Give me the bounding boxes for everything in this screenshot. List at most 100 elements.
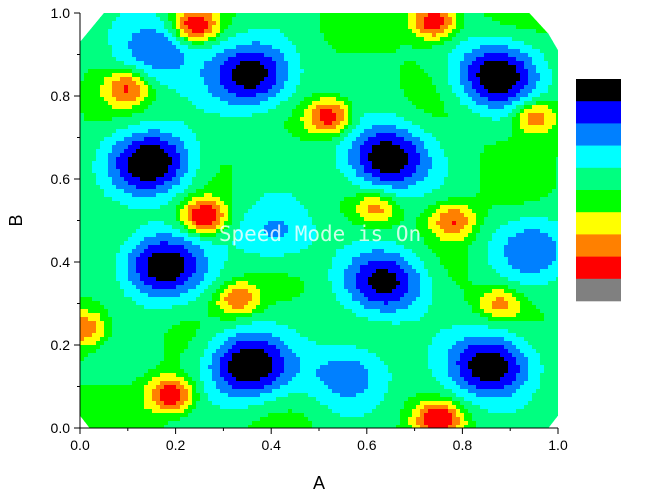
contour-cell [168, 33, 173, 38]
contour-cell [152, 17, 157, 22]
contour-cell [452, 105, 457, 110]
contour-cell [304, 65, 309, 70]
contour-cell [156, 125, 161, 130]
contour-cell [308, 29, 313, 34]
contour-cell [416, 21, 421, 26]
contour-cell [476, 157, 481, 162]
contour-cell [492, 105, 497, 110]
contour-cell [256, 25, 261, 30]
contour-cell [156, 113, 161, 118]
contour-cell [156, 13, 161, 18]
contour-cell [452, 45, 457, 50]
contour-cell [516, 25, 521, 30]
contour-cell [232, 165, 237, 170]
contour-cell [268, 17, 273, 22]
contour-cell [392, 153, 397, 158]
contour-cell [228, 153, 233, 158]
contour-cell [428, 89, 433, 94]
contour-cell [264, 25, 269, 30]
contour-cell [120, 45, 125, 50]
contour-cell [168, 45, 173, 50]
contour-cell [520, 85, 525, 90]
contour-cell [392, 137, 397, 142]
contour-cell [256, 89, 261, 94]
contour-cell [220, 53, 225, 58]
contour-cell [344, 85, 349, 90]
contour-cell [288, 101, 293, 106]
contour-cell [556, 161, 558, 166]
contour-cell [136, 141, 141, 146]
contour-cell [456, 113, 461, 118]
contour-cell [84, 129, 89, 134]
contour-cell [480, 149, 485, 154]
contour-cell [188, 157, 193, 162]
contour-cell [524, 165, 529, 170]
contour-cell [316, 77, 321, 82]
contour-cell [392, 133, 397, 138]
contour-cell [260, 125, 265, 130]
contour-cell [216, 53, 221, 58]
contour-cell [464, 69, 469, 74]
contour-cell [272, 145, 277, 150]
contour-cell [140, 21, 145, 26]
contour-cell [440, 57, 445, 62]
contour-cell [480, 77, 485, 82]
contour-cell [384, 105, 389, 110]
contour-cell [276, 85, 281, 90]
contour-cell [168, 145, 173, 150]
contour-cell [276, 37, 281, 42]
contour-cell [524, 129, 529, 134]
contour-cell [84, 177, 89, 182]
contour-cell [172, 85, 177, 90]
contour-cell [196, 41, 201, 46]
contour-cell [116, 129, 121, 134]
contour-cell [436, 25, 441, 30]
contour-cell [456, 25, 461, 30]
contour-cell [288, 133, 293, 138]
contour-cell [456, 77, 461, 82]
contour-cell [336, 93, 341, 98]
contour-cell [500, 101, 505, 106]
contour-cell [408, 113, 413, 118]
contour-cell [128, 93, 133, 98]
contour-cell [228, 169, 233, 174]
contour-cell [272, 25, 277, 30]
contour-cell [444, 45, 449, 50]
contour-cell [344, 41, 349, 46]
contour-cell [544, 89, 549, 94]
contour-cell [136, 85, 141, 90]
contour-cell [556, 69, 558, 74]
contour-cell [292, 105, 297, 110]
contour-cell [312, 133, 317, 138]
contour-cell [472, 113, 477, 118]
contour-cell [88, 81, 93, 86]
contour-cell [504, 41, 509, 46]
contour-cell [208, 165, 213, 170]
contour-cell [332, 129, 337, 134]
contour-cell [492, 89, 497, 94]
contour-cell [384, 57, 389, 62]
contour-cell [524, 153, 529, 158]
contour-cell [300, 45, 305, 50]
contour-cell [292, 117, 297, 122]
contour-cell [496, 113, 501, 118]
contour-cell [424, 25, 429, 30]
contour-cell [220, 49, 225, 54]
contour-cell [100, 73, 105, 78]
contour-cell [528, 173, 533, 178]
contour-cell [480, 173, 485, 178]
contour-cell [216, 97, 221, 102]
contour-cell [360, 49, 365, 54]
contour-cell [112, 141, 117, 146]
contour-cell [520, 89, 525, 94]
contour-cell [224, 17, 229, 22]
contour-cell [268, 121, 273, 126]
contour-cell [512, 45, 517, 50]
contour-cell [116, 173, 121, 178]
contour-cell [444, 117, 449, 122]
contour-cell [404, 105, 409, 110]
contour-cell [500, 29, 505, 34]
contour-cell [136, 77, 141, 82]
contour-cell [404, 161, 409, 166]
contour-cell [312, 53, 317, 58]
